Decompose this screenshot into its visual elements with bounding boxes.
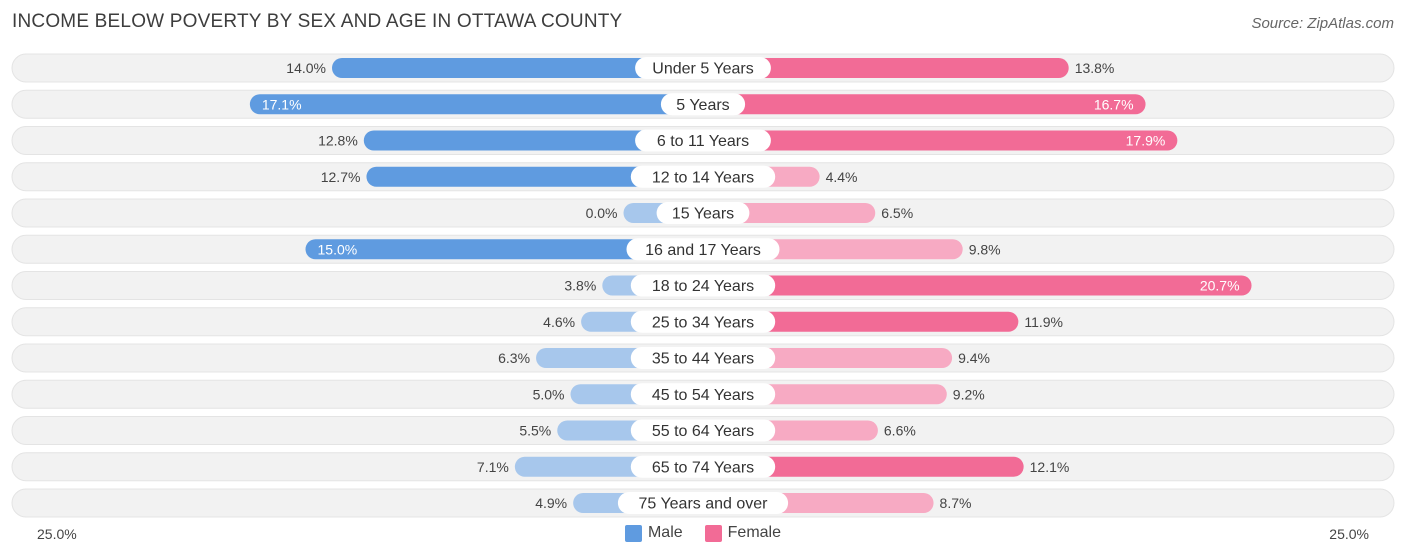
male-value-label: 6.3% xyxy=(498,350,530,366)
category-pill xyxy=(660,93,746,116)
category-pill xyxy=(630,455,776,478)
category-label: 18 to 24 Years xyxy=(652,278,754,295)
category-label: Under 5 Years xyxy=(652,61,753,78)
category-label: 25 to 34 Years xyxy=(652,314,754,331)
category-pill xyxy=(626,238,780,261)
male-bar xyxy=(305,239,703,260)
male-value-label: 5.5% xyxy=(519,423,551,439)
female-value-label: 6.6% xyxy=(884,423,916,439)
legend-item-female[interactable]: Female xyxy=(704,524,782,542)
female-value-label: 20.7% xyxy=(1200,278,1240,294)
category-pill xyxy=(635,129,771,152)
category-pill xyxy=(630,274,776,297)
legend-male-label: Male xyxy=(647,524,683,541)
male-value-label: 5.0% xyxy=(533,386,565,402)
category-pill xyxy=(635,57,771,79)
female-value-label: 6.5% xyxy=(881,205,913,221)
category-pill xyxy=(630,310,776,333)
category-pill xyxy=(630,165,776,188)
category-label: 55 to 64 Years xyxy=(652,423,754,440)
female-value-label: 9.2% xyxy=(953,386,985,402)
female-value-label: 11.9% xyxy=(1024,314,1063,330)
female-bar xyxy=(703,94,1146,115)
female-bar xyxy=(703,456,1024,477)
male-value-label: 0.0% xyxy=(586,205,618,221)
legend: Male Female xyxy=(0,524,1406,542)
female-value-label: 16.7% xyxy=(1094,96,1134,112)
category-label: 5 Years xyxy=(676,97,729,114)
female-value-label: 4.4% xyxy=(826,169,858,185)
male-value-label: 15.0% xyxy=(318,241,358,257)
female-value-label: 12.1% xyxy=(1030,459,1070,475)
male-value-label: 17.1% xyxy=(262,96,302,112)
male-bar xyxy=(332,58,703,78)
male-value-label: 14.0% xyxy=(286,60,326,76)
female-bar xyxy=(703,311,1019,332)
category-label: 16 and 17 Years xyxy=(645,242,761,259)
category-pill xyxy=(630,419,776,442)
legend-female-label: Female xyxy=(727,524,782,541)
male-swatch xyxy=(624,524,642,542)
female-bar xyxy=(703,275,1252,296)
male-value-label: 12.8% xyxy=(318,133,358,149)
category-pill xyxy=(630,347,776,369)
female-value-label: 17.9% xyxy=(1126,133,1166,149)
category-label: 45 to 54 Years xyxy=(652,387,754,404)
category-label: 15 Years xyxy=(672,206,734,223)
male-value-label: 4.6% xyxy=(543,314,575,330)
female-value-label: 9.4% xyxy=(958,350,990,366)
axis-left-label: 25.0% xyxy=(37,526,77,542)
male-value-label: 4.9% xyxy=(535,495,567,511)
male-value-label: 12.7% xyxy=(321,169,361,185)
female-value-label: 9.8% xyxy=(969,241,1001,257)
category-label: 65 to 74 Years xyxy=(652,459,754,476)
male-value-label: 7.1% xyxy=(477,459,509,475)
female-value-label: 13.8% xyxy=(1075,60,1115,76)
axis-right-label: 25.0% xyxy=(1329,526,1369,542)
female-bar xyxy=(703,58,1069,78)
category-label: 6 to 11 Years xyxy=(657,133,749,150)
female-bar xyxy=(703,130,1178,151)
male-value-label: 3.8% xyxy=(564,278,596,294)
male-bar xyxy=(363,130,703,151)
male-bar xyxy=(249,94,703,115)
category-label: 12 to 14 Years xyxy=(652,169,754,186)
category-pill xyxy=(630,383,776,406)
chart-title: INCOME BELOW POVERTY BY SEX AND AGE IN O… xyxy=(12,11,623,32)
female-value-label: 8.7% xyxy=(940,495,972,511)
male-bar xyxy=(366,166,703,187)
category-pill xyxy=(656,202,750,224)
category-pill xyxy=(617,492,789,514)
source-label: Source: ZipAtlas.com xyxy=(1251,15,1394,32)
category-label: 35 to 44 Years xyxy=(652,351,754,368)
category-label: 75 Years and over xyxy=(639,496,769,513)
female-swatch xyxy=(704,524,722,542)
poverty-chart: 14.0% 13.8% Under 5 Years 17.1% 16.7% 5 Years… xyxy=(11,53,1395,518)
legend-item-male[interactable]: Male xyxy=(624,524,683,542)
